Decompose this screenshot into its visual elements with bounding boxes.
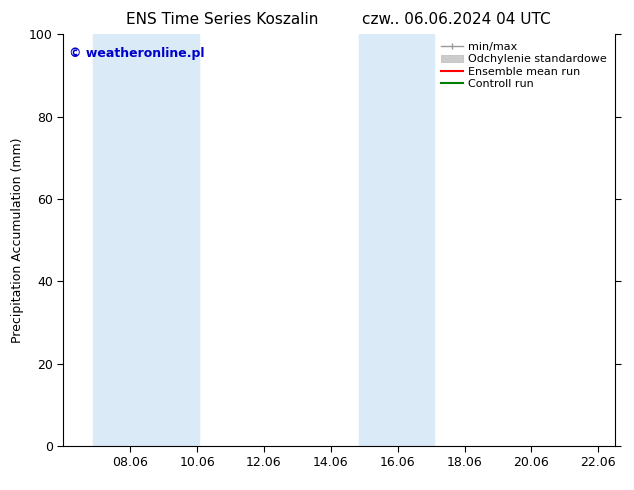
Bar [359, 34, 434, 446]
Text: czw.. 06.06.2024 04 UTC: czw.. 06.06.2024 04 UTC [362, 12, 551, 27]
Y-axis label: Precipitation Accumulation (mm): Precipitation Accumulation (mm) [11, 137, 23, 343]
Text: ENS Time Series Koszalin: ENS Time Series Koszalin [126, 12, 318, 27]
Text: © weatheronline.pl: © weatheronline.pl [69, 47, 204, 60]
Bar [93, 34, 199, 446]
Legend: min/max, Odchylenie standardowe, Ensemble mean run, Controll run: min/max, Odchylenie standardowe, Ensembl… [439, 40, 609, 91]
